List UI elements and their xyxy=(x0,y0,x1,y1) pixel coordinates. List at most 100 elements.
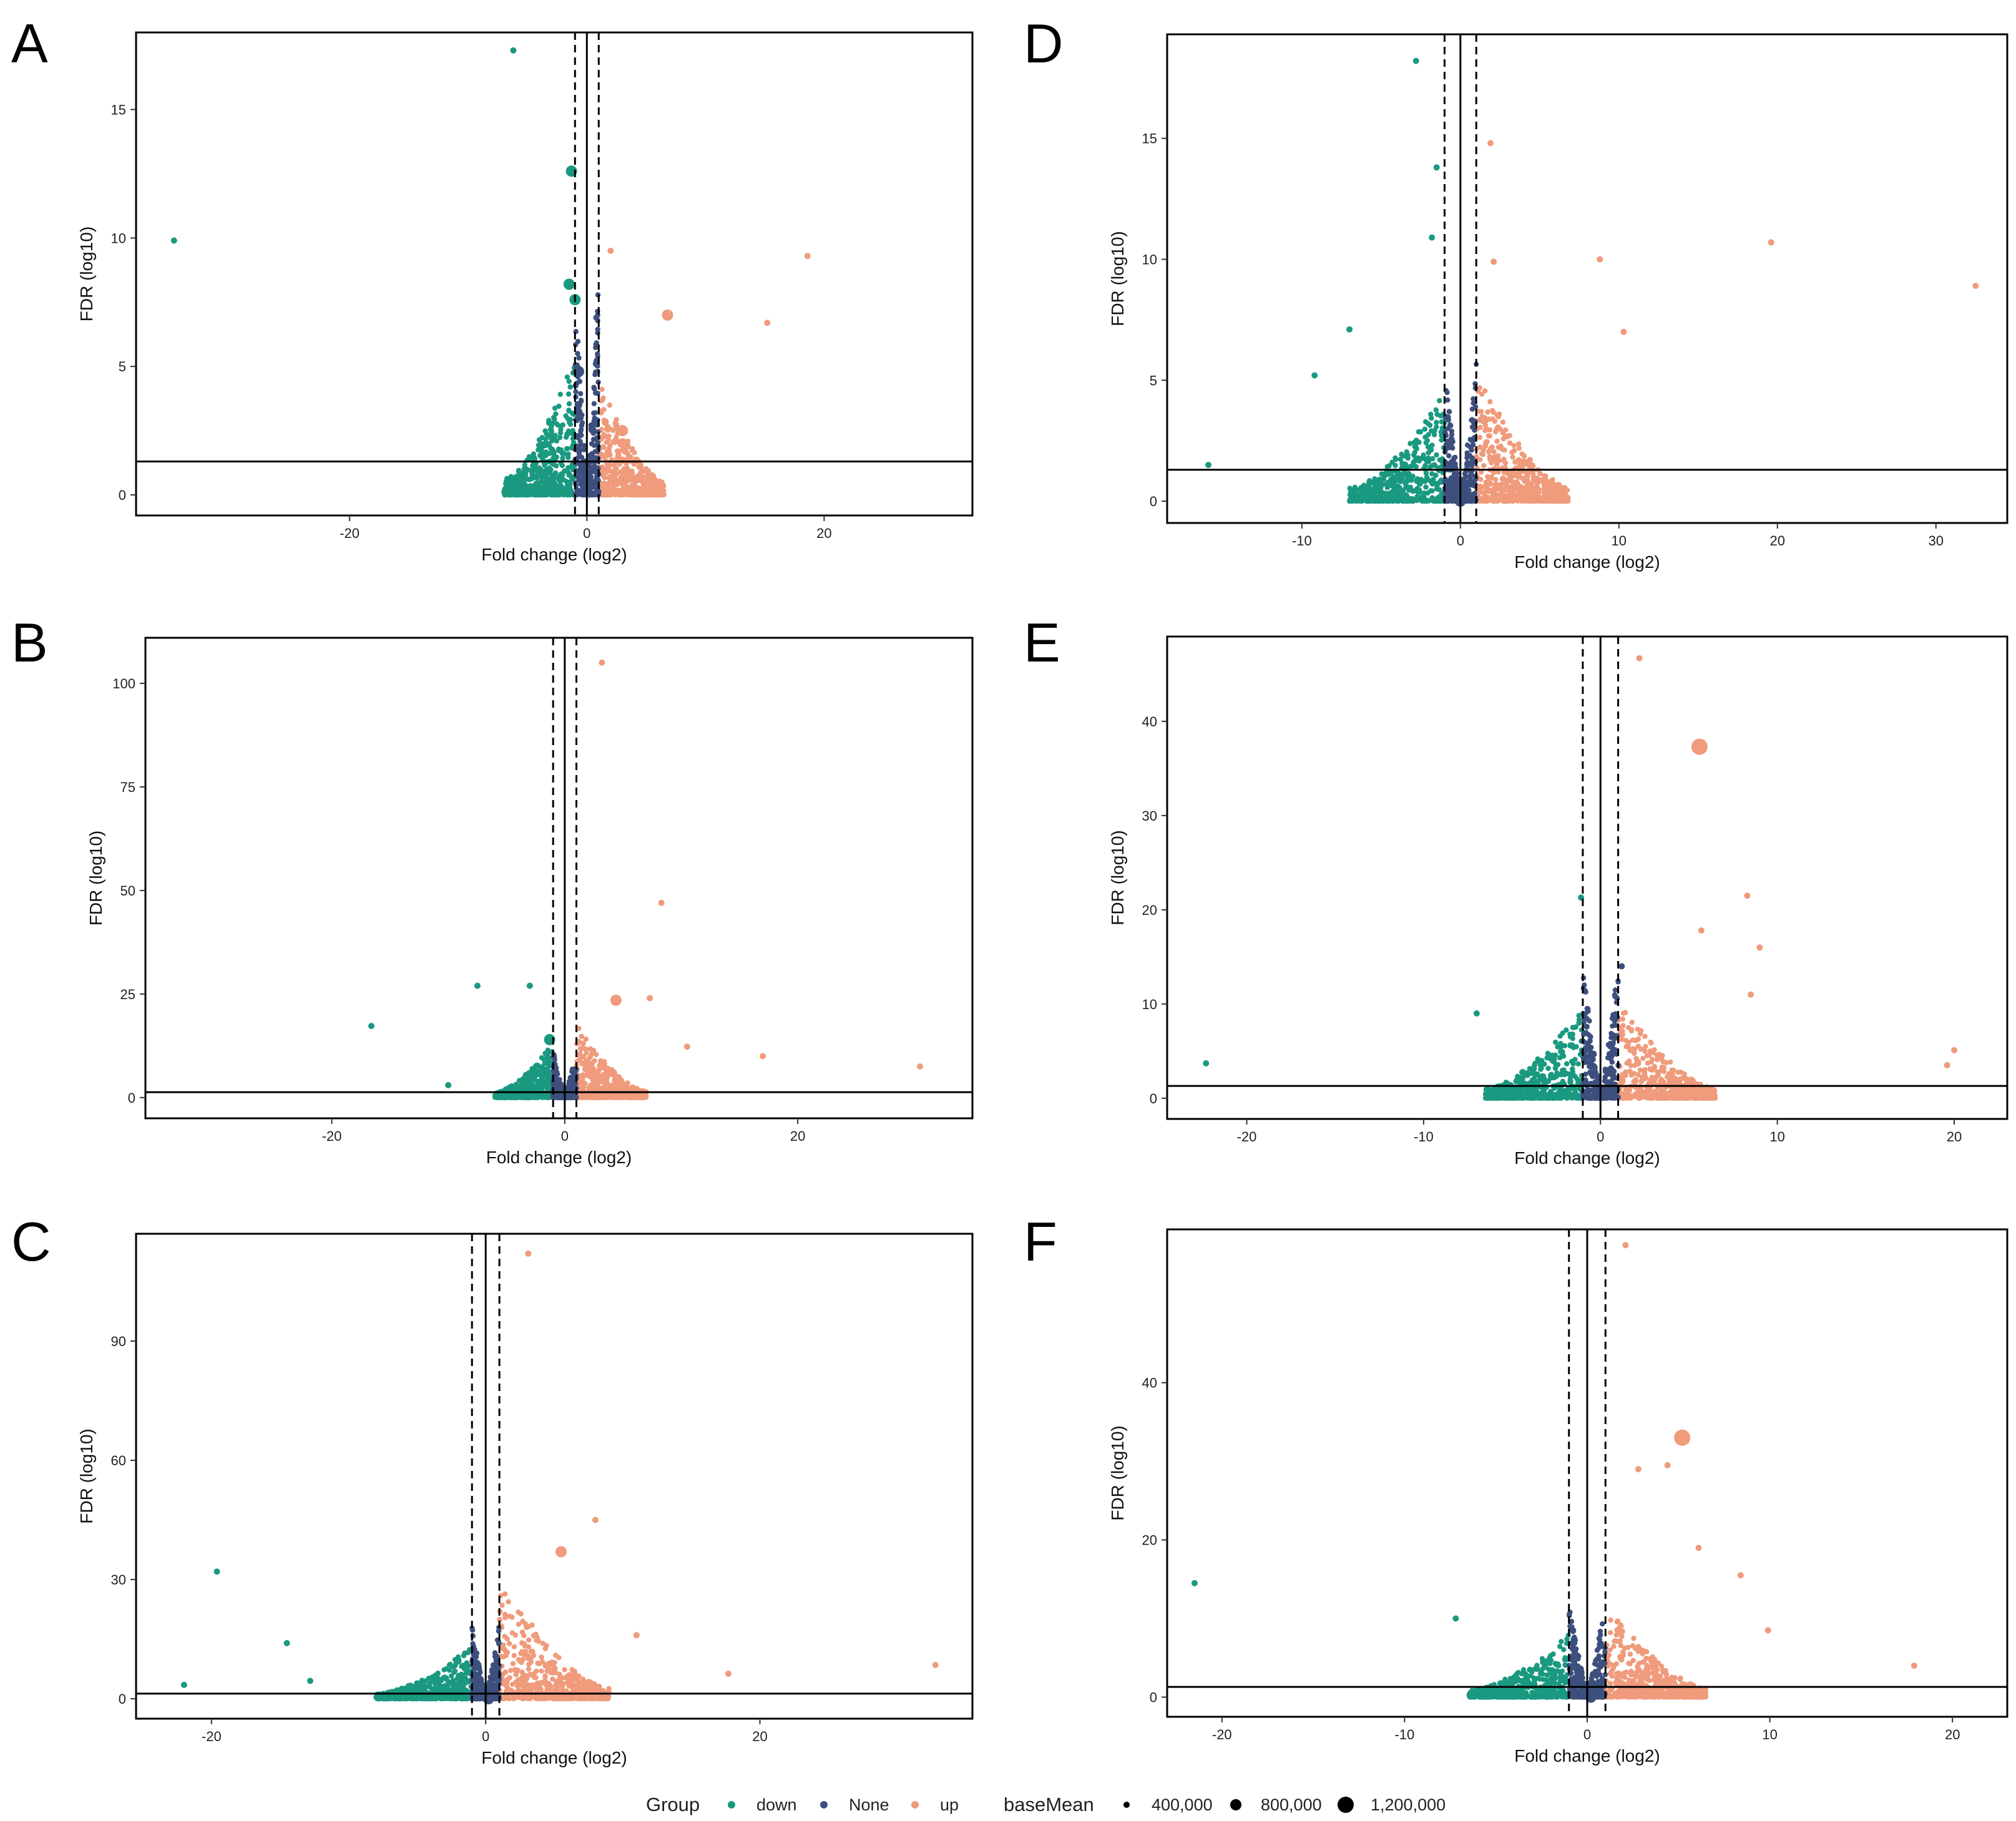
data-point xyxy=(549,1687,554,1693)
data-point xyxy=(1422,419,1429,425)
data-point xyxy=(396,1695,402,1701)
data-point xyxy=(1429,428,1434,434)
data-point xyxy=(517,1078,522,1083)
data-point xyxy=(449,1681,454,1686)
data-point xyxy=(576,1679,582,1685)
data-point xyxy=(553,1682,559,1689)
data-point xyxy=(1437,398,1442,404)
data-point xyxy=(625,444,631,450)
data-point xyxy=(567,384,573,390)
data-point xyxy=(576,1025,582,1032)
data-point xyxy=(577,1051,583,1057)
data-point xyxy=(610,487,615,492)
data-point xyxy=(1436,487,1442,492)
data-point xyxy=(631,461,637,467)
data-point xyxy=(557,492,563,497)
data-point xyxy=(932,1662,939,1668)
data-point xyxy=(610,439,616,445)
data-point xyxy=(567,1095,572,1100)
data-point xyxy=(613,1095,619,1100)
data-point xyxy=(592,1696,597,1701)
data-point xyxy=(606,1067,612,1073)
data-point xyxy=(520,1656,526,1662)
data-point xyxy=(1411,488,1417,494)
data-point xyxy=(565,1676,570,1681)
highlight-points xyxy=(170,47,811,437)
data-point xyxy=(521,1681,527,1687)
data-point xyxy=(526,1666,532,1672)
data-point xyxy=(552,416,557,422)
data-point xyxy=(570,411,575,416)
data-point xyxy=(1387,471,1392,477)
data-point xyxy=(588,1068,594,1074)
data-point xyxy=(509,487,515,492)
data-point xyxy=(613,424,619,431)
data-point xyxy=(534,1668,539,1674)
data-point xyxy=(1416,429,1422,435)
data-point xyxy=(496,1639,502,1645)
data-point xyxy=(577,432,584,438)
data-point xyxy=(170,237,177,244)
data-point xyxy=(579,422,585,429)
data-point xyxy=(617,442,624,448)
data-point xyxy=(522,1095,527,1100)
data-point xyxy=(566,379,572,384)
data-point xyxy=(645,472,651,477)
data-point xyxy=(491,1673,497,1679)
data-point xyxy=(579,1033,584,1039)
data-point xyxy=(522,474,527,481)
data-point xyxy=(562,1667,567,1672)
data-point xyxy=(1366,478,1373,484)
data-point xyxy=(454,1680,461,1686)
data-point xyxy=(1414,494,1420,499)
plot-area xyxy=(170,47,811,498)
data-point xyxy=(1373,498,1378,504)
data-point xyxy=(561,477,567,483)
data-point xyxy=(548,1669,554,1676)
data-point xyxy=(464,1664,470,1669)
data-point xyxy=(552,475,558,481)
data-point xyxy=(542,1674,548,1680)
data-point xyxy=(917,1063,923,1070)
data-point xyxy=(538,484,544,490)
data-point xyxy=(630,1094,636,1100)
data-point xyxy=(1424,459,1430,464)
data-point xyxy=(534,1634,540,1641)
data-point xyxy=(725,1671,732,1677)
data-point xyxy=(1377,476,1382,482)
data-point xyxy=(516,1609,521,1615)
data-point xyxy=(1414,479,1420,484)
data-point xyxy=(608,1091,614,1098)
data-point xyxy=(592,463,597,469)
data-point xyxy=(611,1083,617,1089)
data-point xyxy=(403,1685,409,1691)
data-point xyxy=(580,1040,586,1046)
data-point xyxy=(578,399,584,404)
plot-area xyxy=(368,659,923,1101)
data-point xyxy=(637,461,643,467)
data-point xyxy=(592,1516,599,1523)
data-point xyxy=(1363,490,1368,496)
data-point xyxy=(683,1043,690,1050)
data-point xyxy=(521,1652,527,1657)
data-point xyxy=(614,434,619,441)
data-point xyxy=(533,1675,539,1681)
data-point xyxy=(555,1546,567,1558)
data-point xyxy=(567,421,574,427)
data-point xyxy=(526,982,533,989)
data-point xyxy=(445,1081,452,1088)
data-point xyxy=(283,1640,290,1646)
data-point xyxy=(1372,478,1377,484)
y-tick-label: 100 xyxy=(112,676,135,691)
data-point xyxy=(1362,497,1368,502)
data-point xyxy=(575,413,581,419)
data-point xyxy=(569,1672,574,1677)
data-point xyxy=(563,278,575,290)
data-point xyxy=(591,419,597,424)
data-point xyxy=(607,403,612,408)
data-point xyxy=(419,1686,424,1692)
data-point xyxy=(557,434,563,441)
data-point xyxy=(592,449,598,454)
data-point xyxy=(1426,432,1431,437)
